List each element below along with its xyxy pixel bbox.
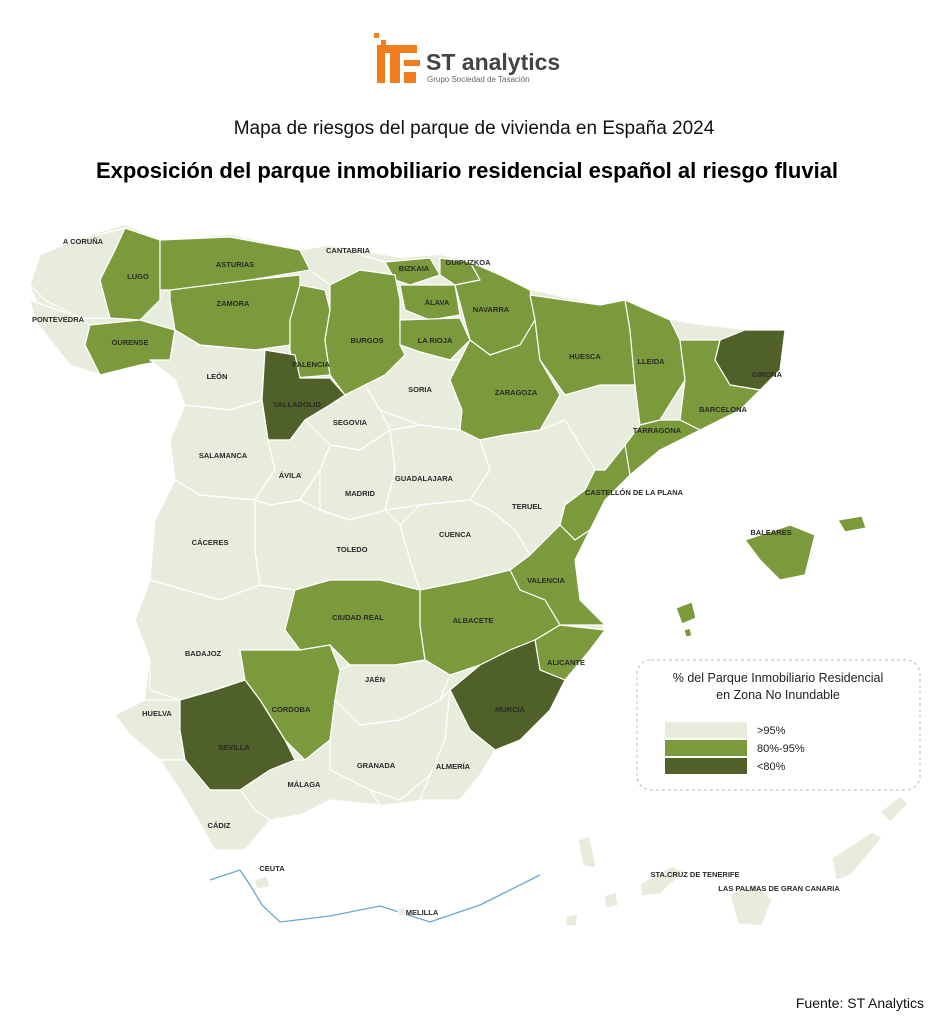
province-label: NAVARRA (473, 305, 510, 314)
province-label: TERUEL (512, 502, 542, 511)
province-label: ÁVILA (279, 471, 302, 480)
province-label: TOLEDO (336, 545, 367, 554)
province-label: CIUDAD REAL (332, 613, 384, 622)
logo-icon (374, 33, 420, 83)
province-label: ZAMORA (217, 299, 250, 308)
province-label: BARCELONA (699, 405, 747, 414)
province-label: ALICANTE (547, 658, 585, 667)
province-label: CEUTA (259, 864, 285, 873)
legend-swatch (665, 722, 747, 738)
province (399, 284, 461, 321)
province-label: A CORUÑA (63, 237, 104, 246)
province-label: CUENCA (439, 530, 472, 539)
province-label: VALENCIA (527, 576, 565, 585)
legend-swatch (665, 758, 747, 774)
legend: >95% 80%-95% <80% (665, 722, 805, 774)
province (397, 906, 407, 918)
province-label: MÁLAGA (288, 780, 321, 789)
province-label: ALMERÍA (436, 762, 471, 771)
province-label: LA RIOJA (418, 336, 453, 345)
province-label: HUELVA (142, 709, 172, 718)
logo-name: ST analytics (426, 49, 560, 75)
province-label: ÁLAVA (425, 298, 450, 307)
legend-label: <80% (757, 761, 786, 773)
province (254, 419, 331, 506)
legend-label: >95% (757, 725, 786, 737)
province-label: SORIA (408, 385, 432, 394)
province (529, 294, 636, 396)
province-label: TARRAGONA (633, 426, 682, 435)
province (679, 339, 761, 431)
province-label: PALENCIA (292, 360, 330, 369)
province-label: VALLADOLID (273, 400, 321, 409)
province-label: CÁCERES (192, 538, 229, 547)
province-label: CÁDIZ (208, 821, 231, 830)
province-label: LEÓN (207, 372, 228, 381)
province-label: CORDOBA (272, 705, 311, 714)
province-label: LLEIDA (637, 357, 665, 366)
province-label: JAÉN (365, 675, 385, 684)
province-label: LUGO (127, 272, 149, 281)
province (509, 524, 606, 626)
province-label: SEGOVIA (333, 418, 368, 427)
legend-title: en Zona No Inundable (716, 688, 840, 702)
province-label: SALAMANCA (199, 451, 248, 460)
province-label: OURENSE (111, 338, 148, 347)
province-label: GUIPUZKOA (446, 258, 492, 267)
province-label: STA.CRUZ DE TENERIFE (650, 870, 739, 879)
province (419, 689, 496, 801)
legend-label: 80%-95% (757, 743, 805, 755)
province-labels: A CORUÑA LUGO PONTEVEDRA OURENSE ASTURIAS CAN… (32, 237, 840, 917)
province-label: SEVILLA (218, 743, 250, 752)
subtitle: Mapa de riesgos del parque de vivienda e… (234, 118, 715, 139)
province (449, 639, 566, 751)
province-label: LAS PALMAS DE GRAN CANARIA (718, 884, 840, 893)
province-label: HUESCA (569, 352, 601, 361)
province-label: PONTEVEDRA (32, 315, 85, 324)
province-label: ZARAGOZA (495, 388, 538, 397)
province-label: ALBACETE (453, 616, 494, 625)
province-label: GRANADA (357, 761, 396, 770)
province-label: CASTELLÓN DE LA PLANA (585, 488, 684, 497)
province-label: MELILLA (406, 908, 439, 917)
province-label: GIRONA (752, 370, 783, 379)
province (159, 759, 271, 851)
province-label: BADAJOZ (185, 649, 222, 658)
province-label: MURCIA (495, 705, 526, 714)
province (675, 515, 867, 638)
province-label: GUADALAJARA (395, 474, 454, 483)
province (159, 236, 311, 291)
province-label: BIZKAIA (399, 264, 430, 273)
province (565, 835, 685, 927)
title: Exposición del parque inmobiliario resid… (96, 158, 838, 183)
province-label: BURGOS (351, 336, 384, 345)
legend-swatch (665, 740, 747, 756)
coastline (209, 869, 541, 923)
province-label: BALEARES (750, 528, 791, 537)
legend-box (636, 659, 921, 791)
province (253, 875, 271, 890)
legend-title: % del Parque Inmobiliario Residencial (673, 671, 884, 685)
province-label: MADRID (345, 489, 376, 498)
province (729, 795, 909, 927)
source: Fuente: ST Analytics (796, 995, 924, 1011)
provinces (29, 227, 909, 927)
logo-tagline: Grupo Sociedad de Tasación (427, 75, 530, 84)
province-label: CANTABRIA (326, 246, 371, 255)
province-label: ASTURIAS (216, 260, 254, 269)
